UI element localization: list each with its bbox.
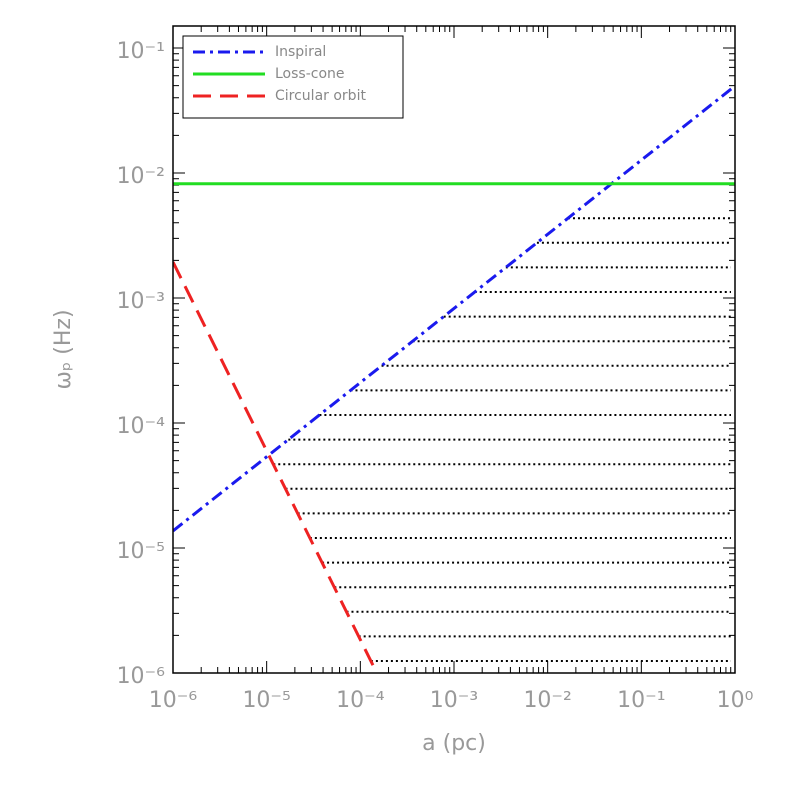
x-tick-label: 10⁻⁶ <box>149 688 198 713</box>
x-axis-title: a (pc) <box>422 731 486 756</box>
plot-frame <box>172 25 736 674</box>
x-tick-label: 10⁻³ <box>430 688 478 713</box>
y-tick-label: 10⁻² <box>117 164 165 189</box>
y-tick-label: 10⁻⁵ <box>117 539 165 564</box>
y-tick-label: 10⁻⁴ <box>117 414 166 439</box>
x-tick-label: 10⁻¹ <box>617 688 665 713</box>
legend-label: Loss-cone <box>275 66 345 82</box>
x-tick-label: 10⁰ <box>717 688 754 713</box>
x-tick-label: 10⁻⁵ <box>242 688 290 713</box>
x-tick-label: 10⁻² <box>523 688 571 713</box>
y-tick-label: 10⁻⁶ <box>117 664 166 689</box>
series-line <box>173 84 735 533</box>
legend-label: Inspiral <box>275 44 326 60</box>
y-axis-title: ωₚ (Hz) <box>51 309 76 389</box>
legend-label: Circular orbit <box>275 88 366 104</box>
y-tick-label: 10⁻¹ <box>117 39 165 64</box>
y-tick-label: 10⁻³ <box>117 289 165 314</box>
series-line <box>173 261 379 673</box>
legend-box <box>182 35 404 119</box>
x-tick-label: 10⁻⁴ <box>336 688 385 713</box>
